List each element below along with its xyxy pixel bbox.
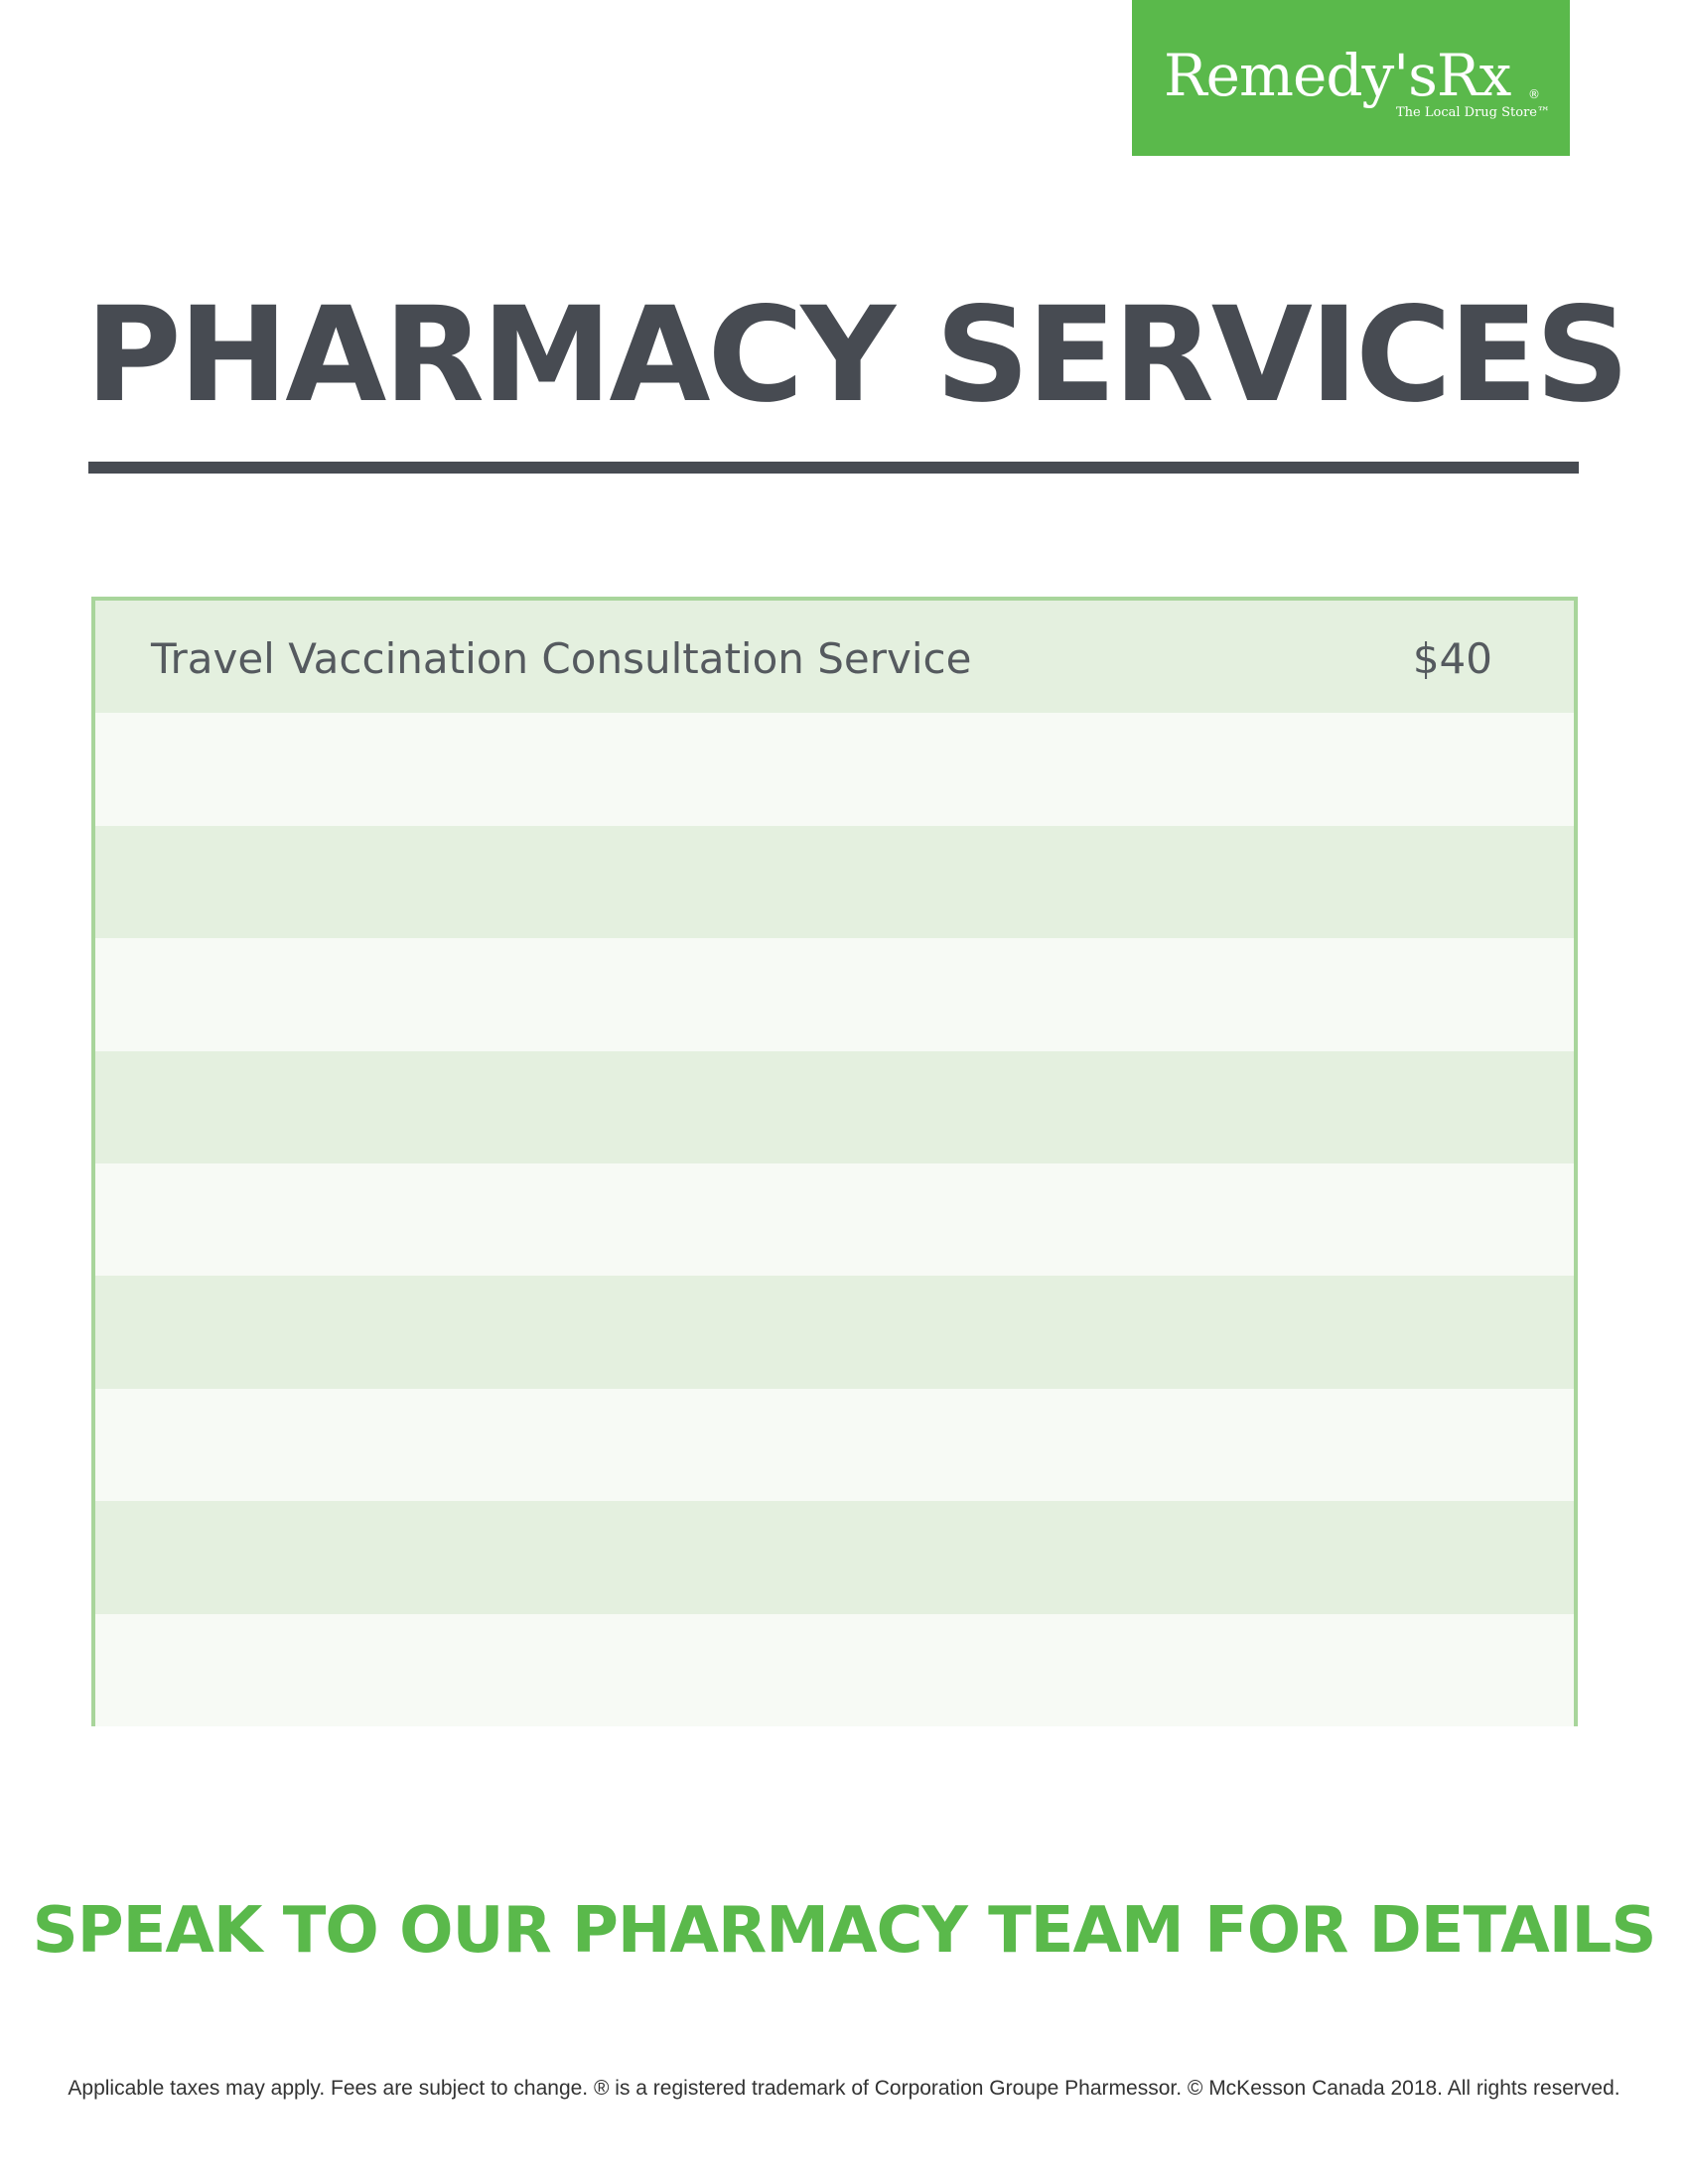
service-row: [95, 1162, 1574, 1277]
logo-registered-mark: ®: [1528, 87, 1540, 101]
brand-logo: Remedy'sRx ® The Local Drug Store™: [1132, 0, 1570, 156]
service-price: $40: [1412, 634, 1492, 683]
logo-tagline: The Local Drug Store™: [1396, 105, 1550, 120]
service-row: [95, 938, 1574, 1051]
service-row: Travel Vaccination Consultation Service …: [95, 601, 1574, 714]
service-row: [95, 1501, 1574, 1614]
logo-wordmark: Remedy'sRx: [1164, 42, 1511, 109]
call-to-action: SPEAK TO OUR PHARMACY TEAM FOR DETAILS: [32, 1894, 1657, 1968]
service-name: Travel Vaccination Consultation Service: [151, 634, 972, 683]
service-row: [95, 1276, 1574, 1389]
page-title: PHARMACY SERVICES: [85, 279, 1629, 432]
service-row: [95, 713, 1574, 826]
legal-footnote: Applicable taxes may apply. Fees are sub…: [68, 2077, 1620, 2100]
service-row: [95, 1050, 1574, 1163]
title-divider: [88, 462, 1579, 474]
services-table: Travel Vaccination Consultation Service …: [91, 597, 1578, 1726]
service-row: [95, 1613, 1574, 1726]
service-row: [95, 1388, 1574, 1502]
service-row: [95, 825, 1574, 939]
